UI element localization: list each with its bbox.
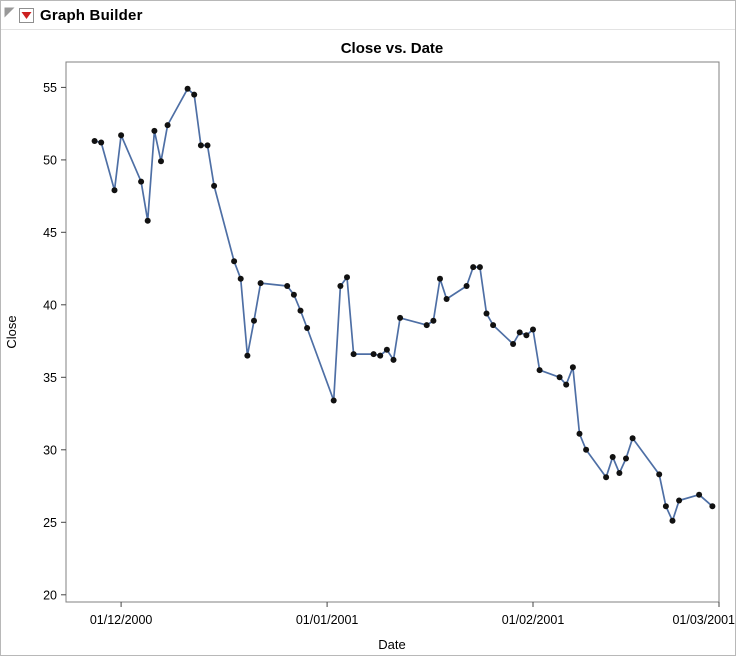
data-point[interactable] xyxy=(463,283,470,289)
data-point[interactable] xyxy=(563,381,570,388)
data-point[interactable] xyxy=(111,187,118,194)
data-point[interactable] xyxy=(556,374,563,381)
plot-area[interactable] xyxy=(65,61,720,603)
data-point[interactable] xyxy=(370,351,377,358)
data-point[interactable] xyxy=(476,264,483,271)
data-point[interactable] xyxy=(297,307,304,314)
y-tick-label: 35 xyxy=(43,371,57,385)
data-point[interactable] xyxy=(490,322,497,329)
data-point[interactable] xyxy=(656,471,663,478)
red-triangle-icon xyxy=(21,11,32,19)
data-point[interactable] xyxy=(257,280,264,287)
data-point[interactable] xyxy=(623,455,629,462)
y-tick-label: 45 xyxy=(43,226,57,240)
data-point[interactable] xyxy=(118,132,125,139)
data-point[interactable] xyxy=(290,291,297,298)
data-point[interactable] xyxy=(91,138,98,144)
data-point[interactable] xyxy=(390,356,397,363)
data-point[interactable] xyxy=(709,503,716,510)
data-point[interactable] xyxy=(603,474,610,481)
data-point[interactable] xyxy=(430,317,437,324)
data-point[interactable] xyxy=(144,217,151,224)
data-point[interactable] xyxy=(676,497,683,504)
x-tick-label: 01/12/2000 xyxy=(90,613,153,627)
data-point[interactable] xyxy=(516,329,523,336)
data-point[interactable] xyxy=(470,264,477,271)
close-series-line xyxy=(93,87,714,522)
data-point[interactable] xyxy=(569,364,576,371)
data-point[interactable] xyxy=(337,283,344,289)
data-point[interactable] xyxy=(616,470,623,476)
y-tick-label: 20 xyxy=(43,588,57,602)
outline-disclosure-icon[interactable] xyxy=(4,7,15,18)
data-point[interactable] xyxy=(397,314,404,321)
x-tick-label: 01/01/2001 xyxy=(296,613,359,627)
data-point[interactable] xyxy=(244,352,251,359)
red-triangle-menu-button[interactable] xyxy=(19,7,34,23)
disclosure-triangle-icon xyxy=(4,7,15,17)
data-point[interactable] xyxy=(523,332,530,339)
data-point[interactable] xyxy=(164,122,171,129)
data-point[interactable] xyxy=(350,351,357,358)
y-tick-label: 30 xyxy=(43,443,57,457)
data-point[interactable] xyxy=(629,435,636,442)
data-point[interactable] xyxy=(158,158,164,165)
data-point[interactable] xyxy=(184,85,191,92)
x-axis-label: Date xyxy=(378,637,405,652)
y-tick-label: 50 xyxy=(43,153,57,167)
data-point[interactable] xyxy=(138,178,145,185)
data-point[interactable] xyxy=(231,258,238,265)
data-point[interactable] xyxy=(483,310,490,317)
data-point[interactable] xyxy=(344,274,350,281)
x-tick-label: 01/02/2001 xyxy=(502,613,565,627)
data-point[interactable] xyxy=(98,139,105,146)
y-axis-label: Close xyxy=(4,315,19,348)
data-point[interactable] xyxy=(383,346,390,353)
data-point[interactable] xyxy=(609,454,616,460)
data-point[interactable] xyxy=(237,275,244,282)
data-point[interactable] xyxy=(191,91,198,98)
y-tick-label: 55 xyxy=(43,81,57,95)
data-point[interactable] xyxy=(583,446,590,453)
data-point[interactable] xyxy=(536,367,543,374)
data-point[interactable] xyxy=(443,296,450,302)
data-point[interactable] xyxy=(204,142,211,149)
data-point[interactable] xyxy=(330,397,337,404)
data-point[interactable] xyxy=(377,352,384,359)
y-tick-label: 40 xyxy=(43,298,57,312)
x-tick-label: 01/03/2001 xyxy=(672,613,735,627)
data-point[interactable] xyxy=(251,317,257,324)
data-point[interactable] xyxy=(151,127,158,134)
data-point[interactable] xyxy=(284,283,291,289)
data-point[interactable] xyxy=(510,341,517,347)
data-point[interactable] xyxy=(696,491,703,498)
y-tick-label: 25 xyxy=(43,516,57,530)
red-triangle-glyph xyxy=(21,11,32,19)
data-point[interactable] xyxy=(211,182,218,189)
data-point[interactable] xyxy=(576,430,583,437)
data-point[interactable] xyxy=(662,503,669,510)
data-point[interactable] xyxy=(197,142,204,149)
data-point[interactable] xyxy=(304,325,311,331)
data-point[interactable] xyxy=(669,517,676,524)
window-title: Graph Builder xyxy=(40,6,143,24)
chart-svg: Close vs. Date Close Date 20 25 30 35 40 45 50… xyxy=(4,40,735,652)
data-point[interactable] xyxy=(423,322,430,329)
chart-title: Close vs. Date xyxy=(341,40,444,57)
data-point[interactable] xyxy=(530,326,536,333)
data-point[interactable] xyxy=(437,275,443,282)
outline-header: Graph Builder xyxy=(1,1,735,30)
